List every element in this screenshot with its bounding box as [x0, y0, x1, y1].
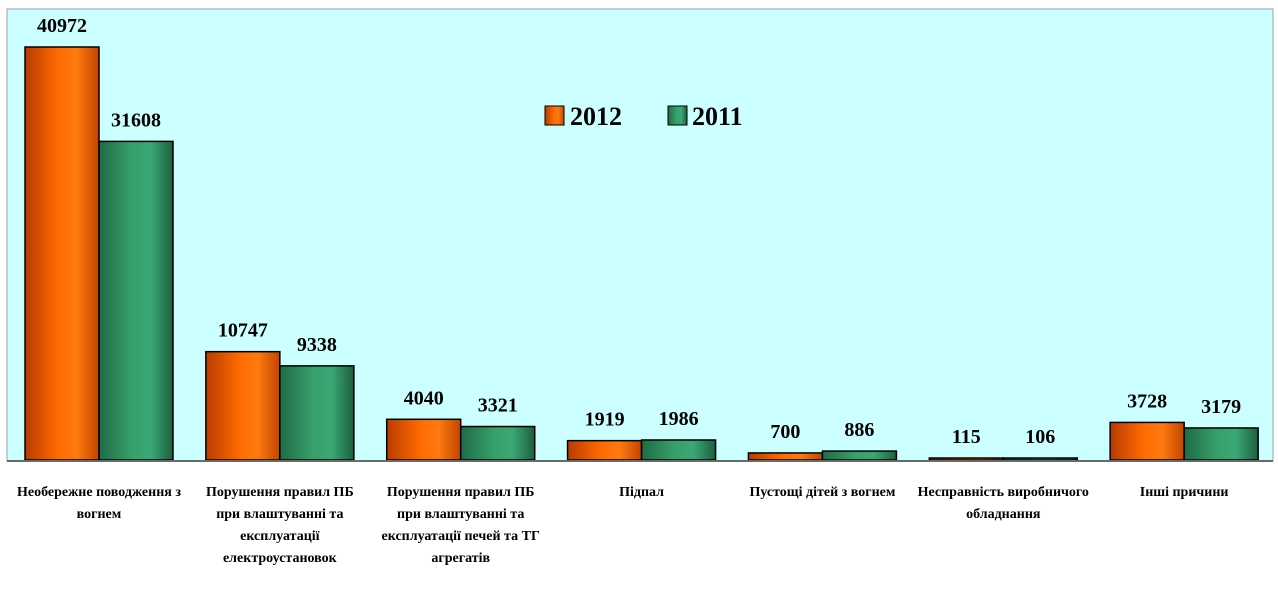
bar-2012-cat-5 — [928, 457, 1005, 461]
value-label-2011-cat-5: 106 — [1025, 426, 1055, 448]
plot-area — [6, 8, 1274, 462]
category-label-0: Необережне поводження з вогнем — [17, 485, 181, 522]
bar-2011-cat-4 — [821, 450, 898, 461]
value-label-2011-cat-6: 3179 — [1201, 396, 1241, 418]
legend: 2012 2011 — [544, 102, 743, 131]
bar-2011-cat-5 — [1002, 457, 1079, 461]
category-label-3: Підпал — [619, 485, 665, 500]
category-label-2: Порушення правил ПБ при влаштуванні та е… — [381, 485, 540, 566]
bar-2011-cat-2 — [459, 425, 536, 461]
value-label-2012-cat-1: 10747 — [218, 320, 268, 342]
legend-label-2011: 2011 — [692, 102, 743, 131]
value-label-2012-cat-2: 4040 — [404, 387, 444, 409]
value-label-2012-cat-4: 700 — [770, 421, 800, 443]
value-label-2012-cat-5: 115 — [952, 426, 981, 448]
value-label-2012-cat-0: 40972 — [37, 15, 87, 37]
value-label-2011-cat-0: 31608 — [111, 109, 161, 131]
bar-2011-cat-6 — [1183, 427, 1259, 461]
value-label-2011-cat-3: 1986 — [659, 408, 699, 430]
bar-2012-cat-2 — [385, 418, 462, 461]
bar-2012-cat-6 — [1109, 421, 1185, 461]
bars-layer — [24, 46, 1259, 461]
value-label-2011-cat-1: 9338 — [297, 334, 337, 356]
category-label-6: Інші причини — [1139, 485, 1229, 500]
value-label-2011-cat-2: 3321 — [478, 395, 518, 417]
category-label-1: Порушення правил ПБ при влаштуванні та е… — [205, 485, 354, 566]
legend-label-2012: 2012 — [570, 102, 622, 131]
value-labels-layer: 40972 31608 10747 9338 4040 3321 1919 1986 700 88… — [37, 15, 1241, 448]
bar-2012-cat-3 — [566, 439, 643, 461]
value-label-2011-cat-4: 886 — [844, 419, 874, 441]
value-label-2012-cat-6: 3728 — [1127, 390, 1167, 412]
category-label-4: Пустощі дітей з вогнем — [749, 485, 896, 500]
bar-2012-cat-1 — [205, 350, 281, 461]
legend-swatch-2012 — [544, 105, 565, 126]
bar-2011-cat-3 — [640, 439, 717, 461]
bar-2012-cat-4 — [747, 452, 824, 461]
bar-2011-cat-0 — [98, 140, 174, 461]
bar-2011-cat-1 — [279, 365, 355, 461]
value-label-2012-cat-3: 1919 — [585, 409, 625, 431]
bar-2012-cat-0 — [24, 46, 100, 461]
category-label-5: Несправність виробничого обладнання — [917, 485, 1089, 522]
legend-swatch-2011 — [667, 105, 688, 126]
